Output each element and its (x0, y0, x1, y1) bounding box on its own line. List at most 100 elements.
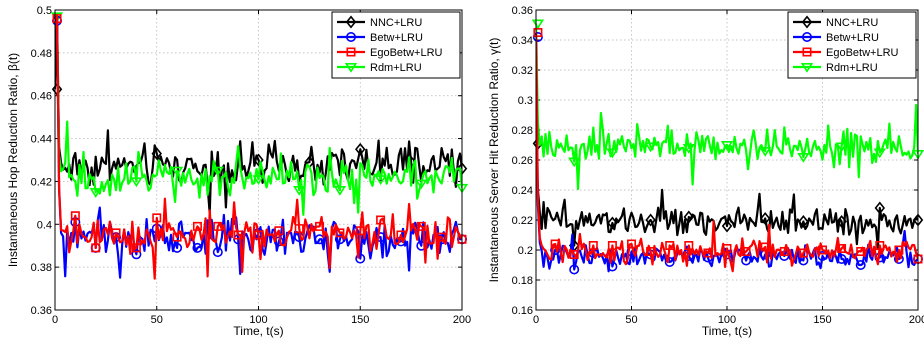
y-tick-label: 0.46 (31, 91, 52, 103)
marker-egobetw-lru (457, 234, 467, 244)
marker-egobetw-lru (52, 14, 62, 24)
marker-betw-lru (569, 264, 580, 275)
y-tick-label: 0.28 (512, 125, 533, 137)
legend: NNC+LRU Betw+LRU EgoBetw+LRU Rdm+LRU (787, 11, 917, 79)
marker-rdm-lru (835, 142, 848, 153)
legend-marker (801, 31, 812, 42)
marker-rdm-lru (293, 186, 306, 196)
marker-nnc-lru (759, 212, 771, 225)
marker-nnc-lru (151, 147, 162, 161)
marker-rdm-lru (568, 157, 581, 168)
series-line-egobetw-lru (536, 32, 918, 273)
y-tick-label: 0.36 (512, 5, 533, 17)
y-tick-label: 0.48 (31, 48, 52, 60)
marker-egobetw-lru (254, 230, 264, 240)
y-tick-label: 0.22 (512, 215, 533, 227)
marker-egobetw-lru (172, 232, 182, 242)
y-tick-label: 0.38 (31, 262, 52, 274)
marker-betw-lru (212, 247, 223, 258)
y-tick-label: 0.16 (512, 305, 533, 317)
x-tick-label: 100 (718, 314, 736, 326)
marker-rdm-lru (720, 141, 734, 151)
axes-box (54, 9, 463, 311)
marker-egobetw-lru (588, 241, 598, 250)
y-tick-label: 0.42 (31, 176, 52, 188)
marker-betw-lru (741, 255, 752, 266)
y-tick-label: 0.18 (512, 275, 533, 287)
series-line-rdm-lru (55, 13, 462, 216)
x-tick-label: 200 (453, 314, 471, 326)
marker-betw-lru (131, 249, 142, 260)
marker-rdm-lru (873, 148, 886, 159)
legend-marker (345, 15, 357, 29)
marker-egobetw-lru (233, 230, 243, 240)
legend-label: EgoBetw+LRU (370, 47, 443, 59)
marker-egobetw-lru (894, 245, 904, 255)
legend-marker (345, 31, 356, 42)
marker-rdm-lru (211, 166, 224, 177)
marker-rdm-lru (89, 188, 102, 198)
legend-label: NNC+LRU (370, 17, 422, 29)
marker-rdm-lru (415, 179, 428, 190)
marker-egobetw-lru (798, 248, 808, 258)
legend-marker (346, 47, 356, 57)
legend-marker (344, 62, 358, 73)
marker-betw-lru (355, 253, 366, 264)
y-tick-label: 0.26 (512, 155, 533, 167)
y-tick-label: 0.32 (512, 65, 533, 77)
marker-egobetw-lru (913, 254, 923, 264)
marker-rdm-lru (130, 177, 143, 188)
y-tick-label: 0.36 (31, 305, 52, 317)
marker-nnc-lru (607, 216, 618, 230)
marker-egobetw-lru (131, 243, 141, 253)
y-tick-label: 0.44 (31, 134, 52, 146)
marker-nnc-lru (253, 153, 264, 167)
x-tick-label: 50 (625, 314, 637, 326)
y-axis-label: Instantaneous Hop Reduction Ratio, β(t) (6, 53, 20, 267)
marker-egobetw-lru (607, 241, 617, 250)
series-line-nnc-lru (536, 143, 918, 249)
marker-egobetw-lru (684, 241, 694, 250)
marker-egobetw-lru (376, 215, 386, 225)
marker-egobetw-lru (533, 27, 543, 38)
legend-marker (800, 62, 814, 73)
marker-egobetw-lru (856, 247, 866, 256)
y-tick-label: 0.2 (518, 245, 533, 257)
y-tick-label: 0.24 (512, 185, 533, 197)
marker-betw-lru (664, 256, 675, 267)
marker-rdm-lru (644, 142, 657, 153)
marker-egobetw-lru (152, 213, 162, 223)
x-tick-label: 50 (151, 314, 163, 326)
axes-box (535, 9, 919, 311)
marker-betw-lru (375, 232, 386, 243)
marker-egobetw-lru (626, 239, 637, 249)
x-tick-label: 150 (351, 314, 369, 326)
marker-egobetw-lru (294, 224, 304, 234)
marker-egobetw-lru (396, 230, 406, 240)
marker-egobetw-lru (91, 243, 101, 253)
series-line-egobetw-lru (55, 15, 462, 280)
y-tick-label: 0.4 (37, 219, 52, 231)
marker-egobetw-lru (416, 221, 426, 231)
marker-rdm-lru (252, 175, 265, 185)
y-tick-label: 0.5 (37, 5, 52, 17)
marker-egobetw-lru (355, 226, 365, 236)
marker-egobetw-lru (817, 245, 828, 255)
marker-egobetw-lru (665, 241, 675, 250)
marker-rdm-lru (333, 186, 347, 196)
y-tick-label: 0.34 (512, 35, 533, 47)
x-axis-label: Time, t(s) (702, 324, 752, 338)
marker-rdm-lru (374, 175, 387, 185)
marker-betw-lru (314, 234, 325, 245)
marker-egobetw-lru (550, 239, 560, 249)
marker-egobetw-lru (335, 228, 345, 238)
marker-egobetw-lru (274, 226, 284, 236)
legend: NNC+LRU Betw+LRU EgoBetw+LRU Rdm+LRU (331, 11, 461, 79)
marker-egobetw-lru (837, 244, 847, 253)
marker-nnc-lru (874, 201, 886, 215)
marker-betw-lru (192, 242, 203, 253)
marker-egobetw-lru (741, 247, 751, 256)
y-axis-label: Instantaneous Server Hit Reduction Ratio… (487, 38, 501, 283)
marker-egobetw-lru (779, 247, 789, 256)
